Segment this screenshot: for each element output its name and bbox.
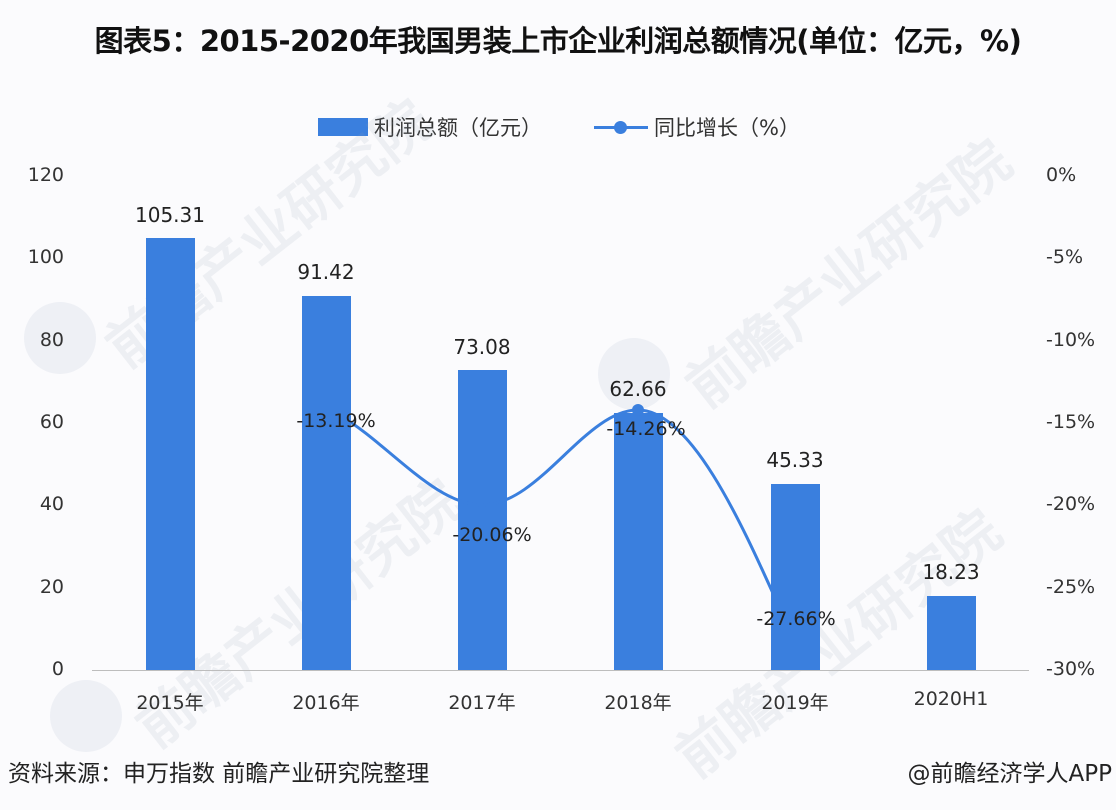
y-axis-tick: 100 — [27, 246, 64, 268]
x-axis-tick: 2018年 — [604, 692, 672, 714]
bar-value-label: 18.23 — [922, 560, 980, 584]
x-axis-tick: 2019年 — [761, 692, 829, 714]
x-axis-line — [92, 670, 1029, 671]
bar-2016 — [302, 296, 351, 670]
growth-value-label: -14.26% — [606, 418, 686, 440]
y-axis-tick: 20 — [39, 576, 64, 598]
legend-item-growth: 同比增长（%） — [594, 112, 800, 142]
source-note: 资料来源：申万指数 前瞻产业研究院整理 — [8, 761, 430, 787]
y-axis-tick: 60 — [39, 411, 64, 433]
bar-value-label: 105.31 — [135, 203, 205, 227]
legend: 利润总额（亿元） 同比增长（%） — [318, 112, 852, 142]
bar-2015 — [146, 238, 195, 670]
legend-line-marker-icon — [594, 118, 648, 136]
y2-axis-tick: -15% — [1046, 411, 1096, 433]
bar-2017 — [458, 370, 507, 670]
y-axis-tick: 0 — [51, 658, 64, 680]
y2-axis-tick: 0% — [1046, 164, 1077, 186]
y-axis-tick: 40 — [39, 493, 64, 515]
bar-2018 — [614, 413, 663, 670]
y2-axis-tick: -25% — [1046, 576, 1096, 598]
y2-axis-tick: -30% — [1046, 658, 1096, 680]
chart-title: 图表5：2015-2020年我国男装上市企业利润总额情况(单位：亿元，%) — [94, 24, 1022, 58]
y-axis-tick: 120 — [27, 164, 64, 186]
y2-axis-tick: -5% — [1046, 246, 1083, 268]
bar-2019 — [771, 484, 820, 670]
bar-2020h1 — [927, 596, 976, 670]
legend-label-growth: 同比增长（%） — [654, 116, 800, 140]
bar-value-label: 91.42 — [297, 260, 355, 284]
growth-value-label: -27.66% — [756, 608, 836, 630]
credit-note: @前瞻经济学人APP — [907, 761, 1112, 787]
y2-axis-tick: -20% — [1046, 493, 1096, 515]
x-axis-tick: 2020H1 — [913, 688, 989, 710]
bar-value-label: 62.66 — [609, 377, 667, 401]
y-axis-tick: 80 — [39, 329, 64, 351]
legend-item-profit: 利润总额（亿元） — [318, 112, 542, 142]
bar-value-label: 45.33 — [766, 448, 824, 472]
growth-value-label: -20.06% — [452, 524, 532, 546]
x-axis-tick: 2015年 — [136, 692, 204, 714]
growth-point-2018-icon — [632, 404, 644, 416]
x-axis-tick: 2017年 — [448, 692, 516, 714]
bar-value-label: 73.08 — [453, 335, 511, 359]
legend-label-profit: 利润总额（亿元） — [374, 116, 542, 140]
legend-bar-swatch-icon — [318, 118, 368, 136]
growth-value-label: -13.19% — [296, 410, 376, 432]
y2-axis-tick: -10% — [1046, 329, 1096, 351]
x-axis-tick: 2016年 — [292, 692, 360, 714]
